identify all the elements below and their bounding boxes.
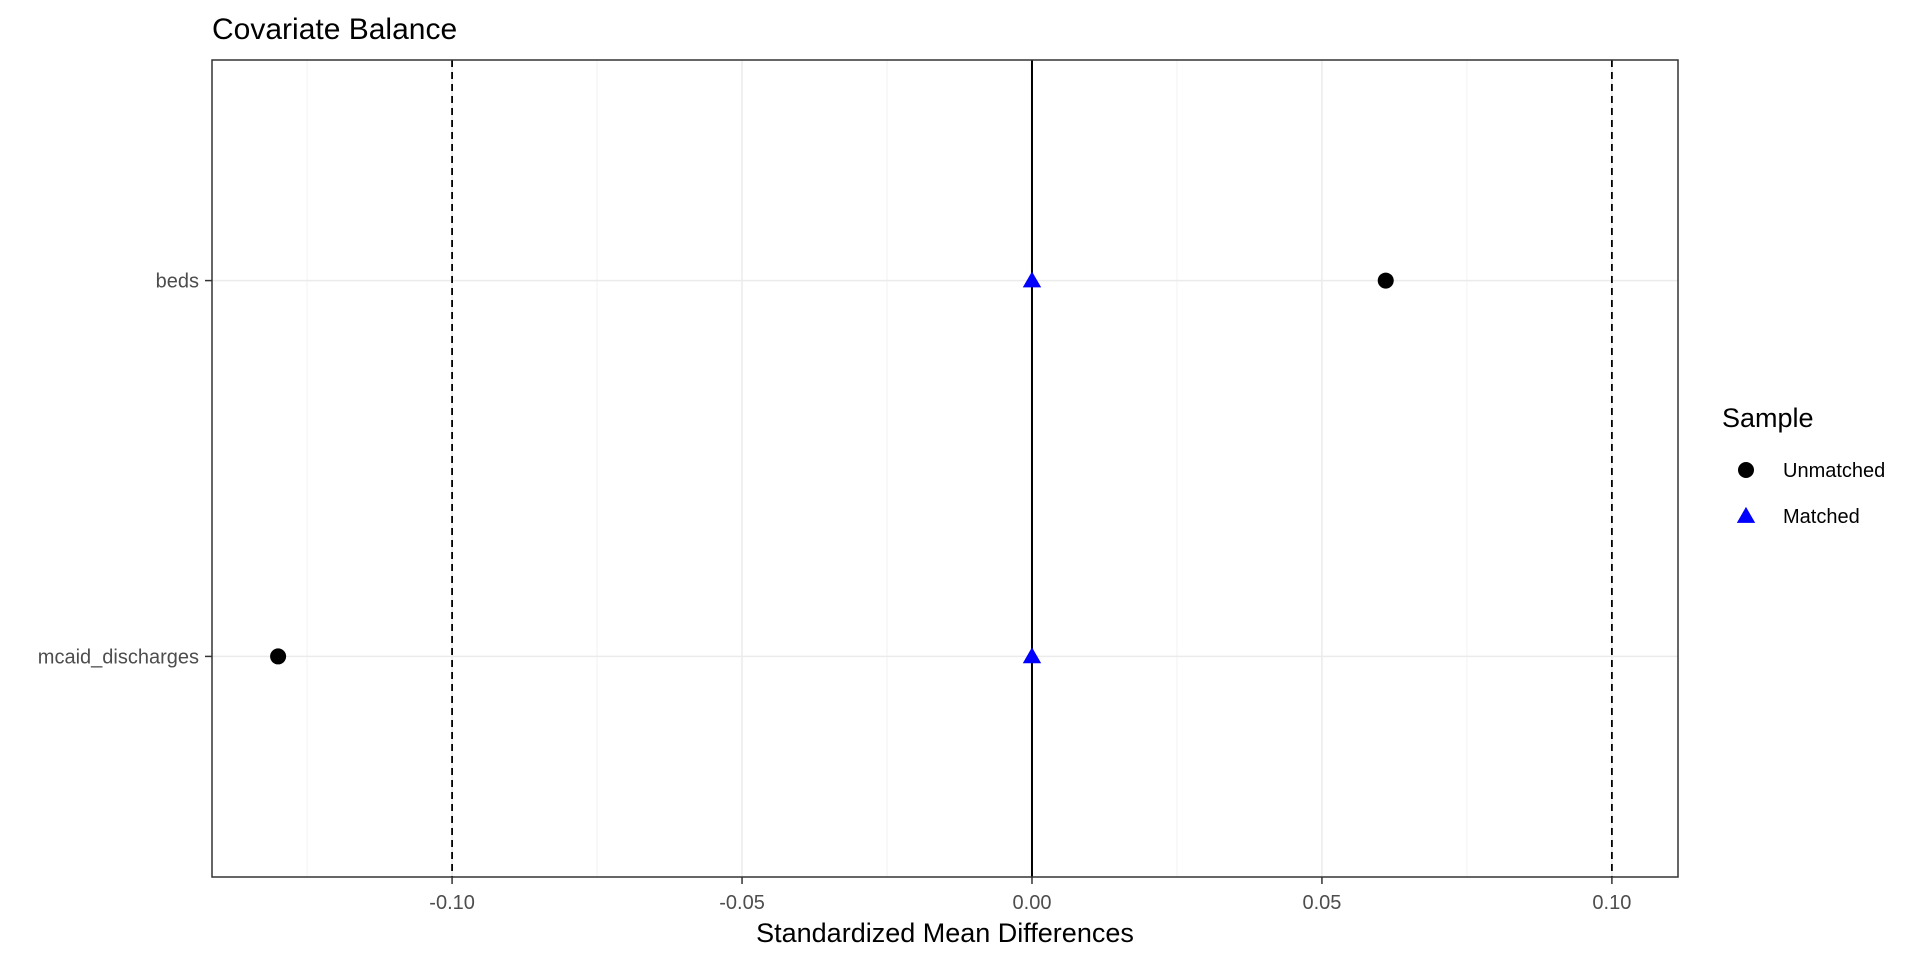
x-tick-label: 0.05 [1302,892,1341,914]
x-tick-label: 0.00 [1013,892,1052,914]
grid-layer [212,60,1678,877]
y-axis-ticks: beds mcaid_discharges [38,271,212,668]
x-tick-label: 0.10 [1592,892,1631,914]
unmatched-point [1377,272,1394,289]
legend-matched-label: Matched [1783,506,1860,528]
legend-unmatched-key [1738,462,1754,478]
matched-point [1022,271,1042,288]
data-points [270,271,1394,665]
x-axis-ticks: -0.10 -0.05 0.00 0.05 0.10 [429,877,1631,914]
y-tick-label: beds [156,271,199,293]
y-tick-label: mcaid_discharges [38,646,199,668]
x-axis-label: Standardized Mean Differences [756,918,1134,948]
legend-items: Unmatched Matched [1736,460,1885,528]
x-tick-label: -0.05 [719,892,765,914]
legend-title: Sample [1722,403,1814,433]
panel-border [211,59,1679,878]
reference-lines [451,60,1613,877]
x-tick-label: -0.10 [429,892,475,914]
legend-matched-key [1736,506,1756,523]
unmatched-point [270,648,287,665]
matched-point [1022,647,1042,664]
chart-title: Covariate Balance [212,13,457,46]
legend: Sample Unmatched Matched [1722,403,1885,528]
legend-unmatched-label: Unmatched [1783,460,1885,482]
